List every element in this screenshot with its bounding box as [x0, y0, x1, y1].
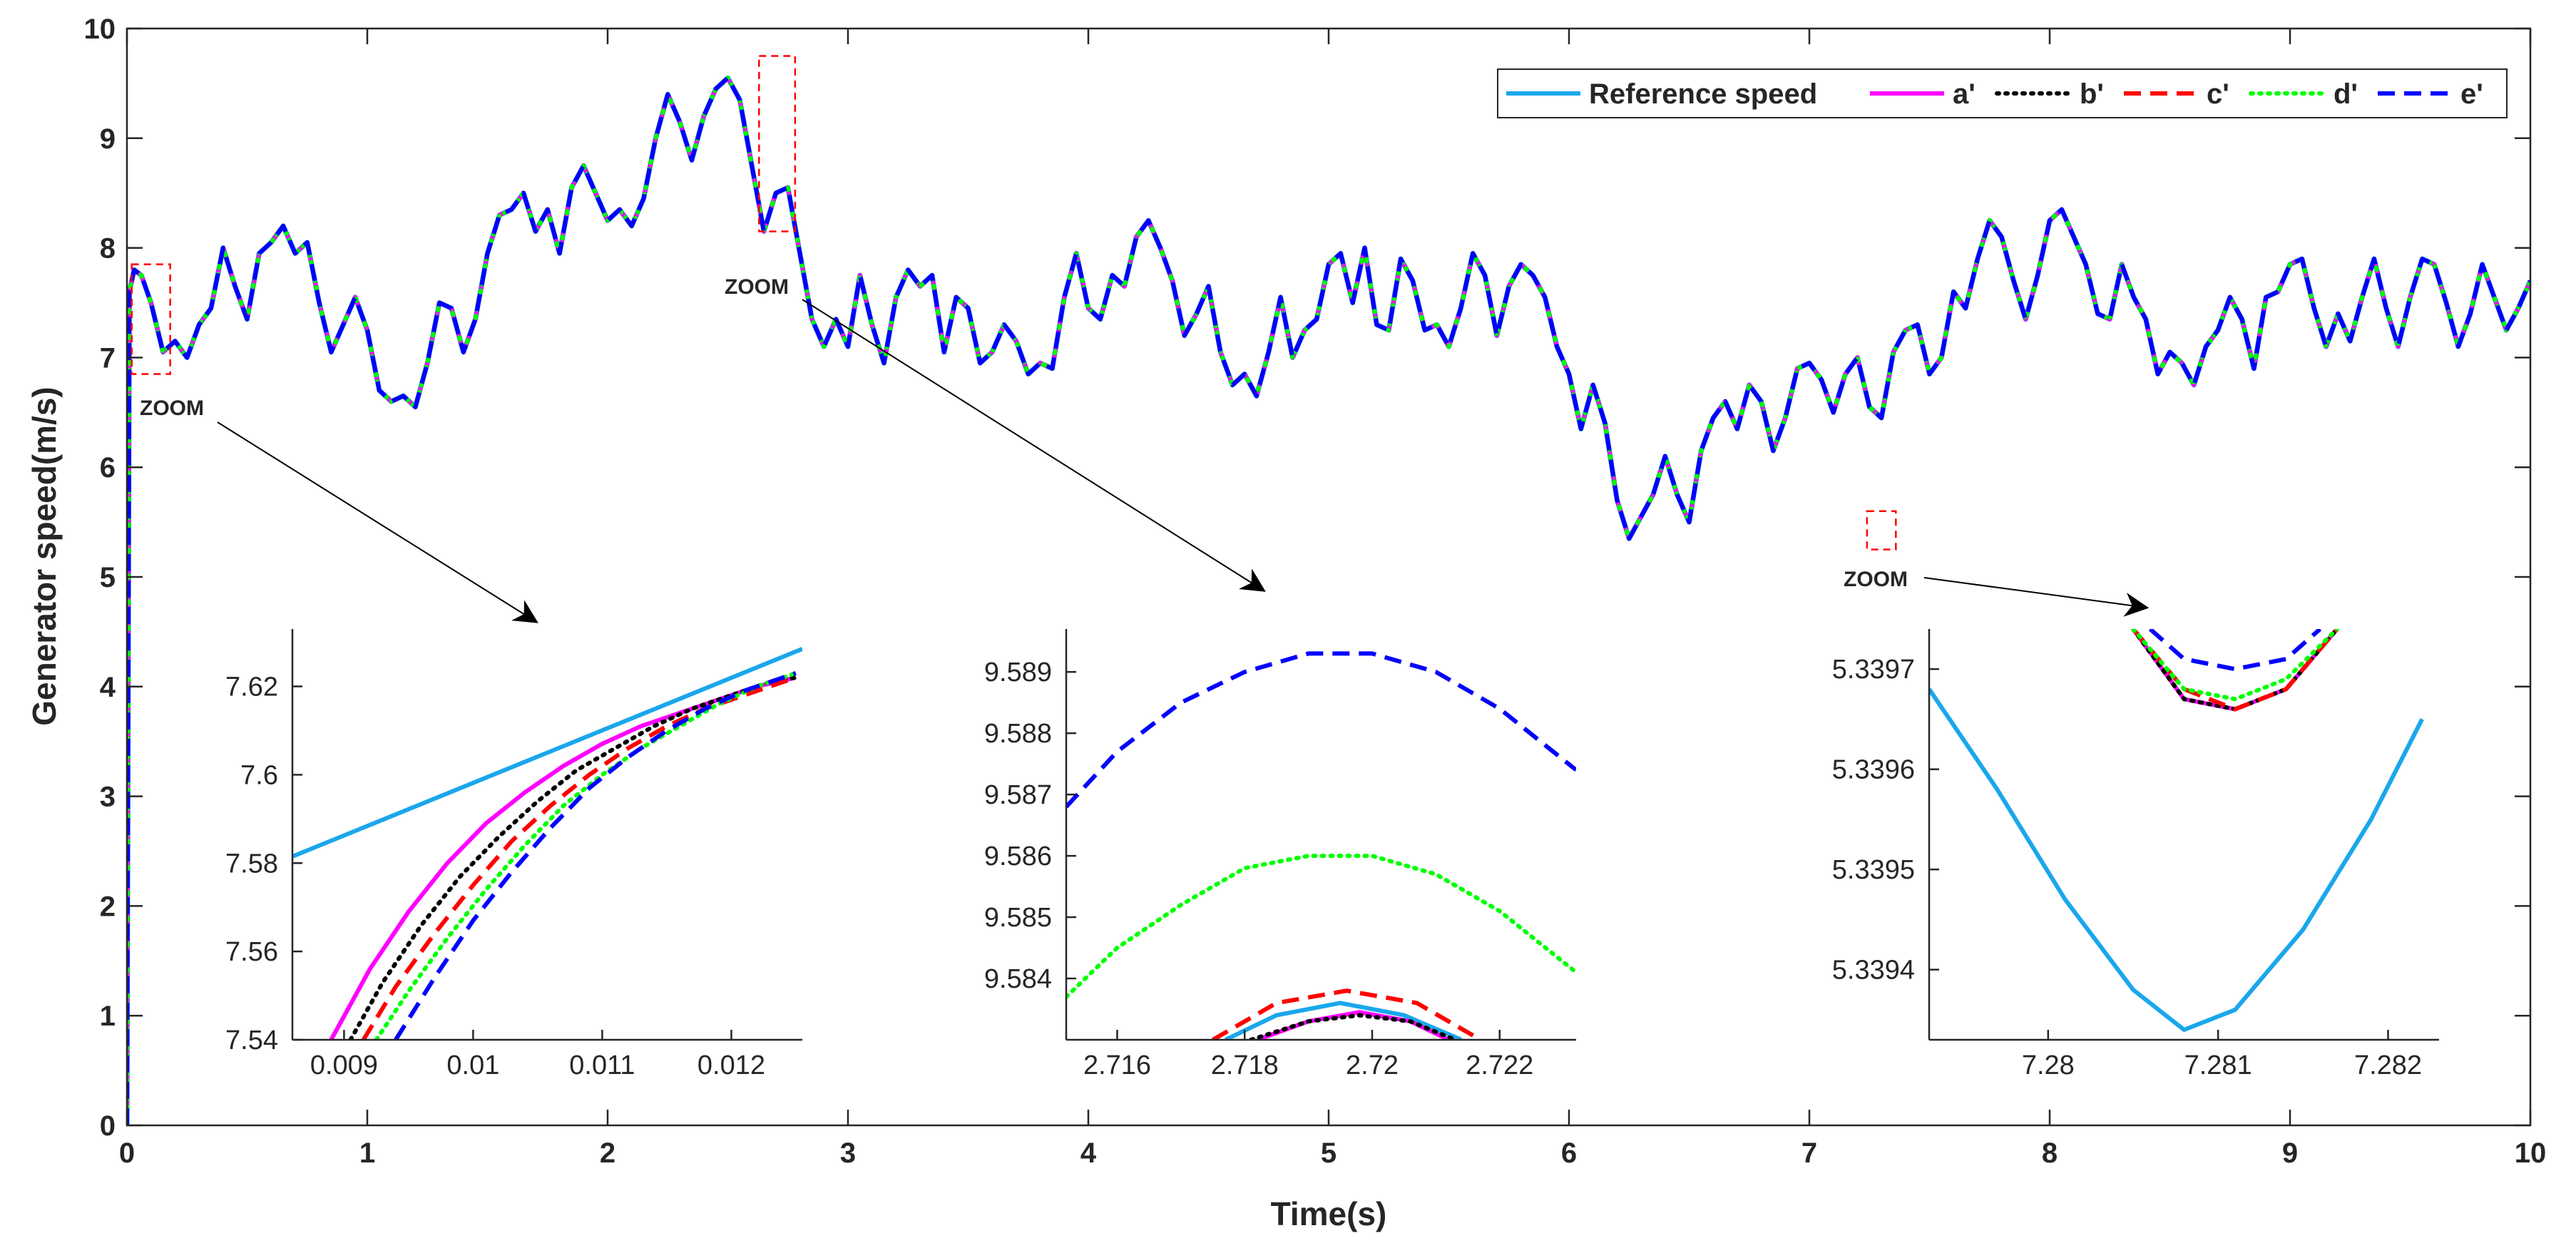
y-tick-label: 8 — [100, 233, 116, 265]
zoom-arrow-2 — [802, 299, 1266, 592]
inset-y-tick-label: 5.3396 — [1832, 755, 1915, 785]
zoom-box-3 — [1866, 510, 1897, 551]
y-tick-label: 1 — [100, 1001, 116, 1032]
y-tick-label: 4 — [100, 672, 116, 703]
y-axis-label: Generator speed(m/s) — [26, 387, 63, 725]
inset-x-tick-label: 2.716 — [1083, 1050, 1151, 1080]
x-tick-label: 6 — [1561, 1137, 1577, 1169]
inset-y-tick-label: 7.58 — [225, 849, 278, 879]
series-line-e-prime — [394, 671, 797, 1040]
x-tick-label: 2 — [600, 1137, 615, 1169]
inset-axes-1: 0.009 0.01 0.011 0.012 7.54 7.56 7.58 7.6 7.62 — [225, 629, 802, 1080]
inset-series-group — [292, 647, 802, 1040]
inset-x-tick-label: 2.718 — [1211, 1050, 1279, 1080]
series-line-d-prime — [1066, 854, 1576, 999]
series-line-d-prime — [374, 670, 798, 1040]
inset-y-tick-label: 9.586 — [984, 842, 1052, 871]
inset-y-tick-label: 7.56 — [225, 937, 278, 967]
inset-y-tick-label: 9.584 — [984, 964, 1052, 994]
series-line-c-prime — [2131, 629, 2339, 712]
inset-y-tick-label: 7.62 — [225, 673, 278, 702]
inset-axes-2: 2.716 2.718 2.72 2.722 9.584 9.585 9.586 9.587 9… — [984, 629, 1576, 1080]
legend-label-e-prime: e' — [2460, 78, 2483, 110]
series-line-reference-speed — [292, 647, 802, 859]
legend-label-reference-speed: Reference speed — [1589, 78, 1817, 110]
series-line-b-prime — [348, 675, 798, 1040]
y-tick-label: 2 — [100, 891, 116, 922]
inset-background — [1066, 629, 1576, 1040]
y-tick-label: 9 — [100, 123, 116, 155]
x-axis-label: Time(s) — [1271, 1195, 1387, 1232]
inset-y-tick-label: 5.3394 — [1832, 956, 1915, 986]
y-tick-label: 10 — [84, 14, 116, 45]
zoom-label-2: ZOOM — [725, 275, 789, 299]
series-line-d-prime — [2131, 629, 2339, 702]
inset-y-tick-label: 5.3395 — [1832, 855, 1915, 885]
legend-label-b-prime: b' — [2080, 78, 2104, 110]
zoom-box-2 — [758, 55, 797, 232]
main-series-group — [127, 75, 2530, 1125]
zoom-label-3: ZOOM — [1844, 568, 1908, 591]
inset-axes-3: 7.28 7.281 7.282 5.3394 5.3395 5.3396 5.3397 — [1832, 629, 2439, 1080]
series-line-b-prime — [1249, 1013, 1458, 1040]
y-tick-label: 5 — [100, 562, 116, 593]
inset-x-tick-label: 2.72 — [1346, 1050, 1399, 1080]
inset-y-tick-label: 9.587 — [984, 780, 1052, 810]
legend-box — [1497, 68, 2508, 118]
inset-x-tick-label: 7.281 — [2184, 1050, 2252, 1080]
inset-x-tick-label: 0.012 — [697, 1050, 765, 1080]
series-line-c-prime — [1212, 988, 1482, 1040]
inset-x-tick-label: 0.011 — [569, 1050, 635, 1080]
y-tick-label: 0 — [100, 1110, 116, 1142]
y-tick-label: 7 — [100, 342, 116, 374]
x-tick-label: 10 — [2515, 1137, 2547, 1169]
x-tick-label: 1 — [359, 1137, 375, 1169]
zoom-label-1: ZOOM — [140, 397, 204, 420]
series-line-c-prime — [362, 675, 797, 1040]
zoom-arrow-1 — [217, 421, 538, 623]
x-tick-label: 0 — [119, 1137, 135, 1169]
x-tick-label: 4 — [1080, 1137, 1097, 1169]
y-tick-label: 6 — [100, 452, 116, 484]
x-tick-label: 5 — [1321, 1137, 1336, 1169]
main-axes: 0 1 2 3 4 5 6 7 8 9 10 0 1 2 3 4 5 6 7 8 9 10 — [84, 14, 2547, 1169]
x-tick-label: 9 — [2282, 1137, 2298, 1169]
zoom-box-1 — [131, 263, 171, 375]
inset-axes-group: 0.009 0.01 0.011 0.012 7.54 7.56 7.58 7.6 7.62 2.… — [225, 629, 2439, 1080]
legend: Reference speed a' b' c' d' e' — [1497, 68, 2508, 118]
inset-y-tick-label: 9.588 — [984, 719, 1052, 749]
series-line-reference-speed — [1929, 687, 2424, 1032]
inset-x-tick-label: 2.722 — [1466, 1050, 1533, 1080]
inset-x-tick-label: 0.009 — [310, 1050, 378, 1080]
inset-x-tick-label: 7.28 — [2022, 1050, 2075, 1080]
inset-y-tick-label: 9.589 — [984, 658, 1052, 687]
x-tick-label: 8 — [2042, 1137, 2058, 1169]
inset-y-tick-label: 9.585 — [984, 903, 1052, 933]
series-line-e-prime — [2148, 629, 2322, 672]
inset-y-tick-label: 5.3397 — [1832, 655, 1915, 685]
inset-x-tick-label: 7.282 — [2354, 1050, 2422, 1080]
series-line-reference-speed — [1225, 1001, 1463, 1040]
y-tick-label: 3 — [100, 782, 116, 813]
inset-series-group — [1066, 651, 1576, 1040]
legend-label-a-prime: a' — [1953, 78, 1976, 110]
legend-label-d-prime: d' — [2334, 78, 2358, 110]
inset-series-group — [1929, 629, 2424, 1032]
inset-x-tick-label: 0.01 — [446, 1050, 499, 1080]
x-tick-label: 7 — [1801, 1137, 1817, 1169]
legend-label-c-prime: c' — [2207, 78, 2229, 110]
inset-y-tick-label: 7.6 — [240, 760, 278, 790]
zoom-annotations: ZOOM ZOOM ZOOM — [131, 55, 2150, 623]
zoom-arrow-3 — [1923, 577, 2150, 617]
x-tick-label: 3 — [840, 1137, 856, 1169]
series-line-e-prime — [1066, 651, 1576, 809]
inset-background — [292, 629, 802, 1040]
series-line-e-prime — [127, 76, 2530, 1125]
inset-y-tick-label: 7.54 — [225, 1026, 278, 1055]
